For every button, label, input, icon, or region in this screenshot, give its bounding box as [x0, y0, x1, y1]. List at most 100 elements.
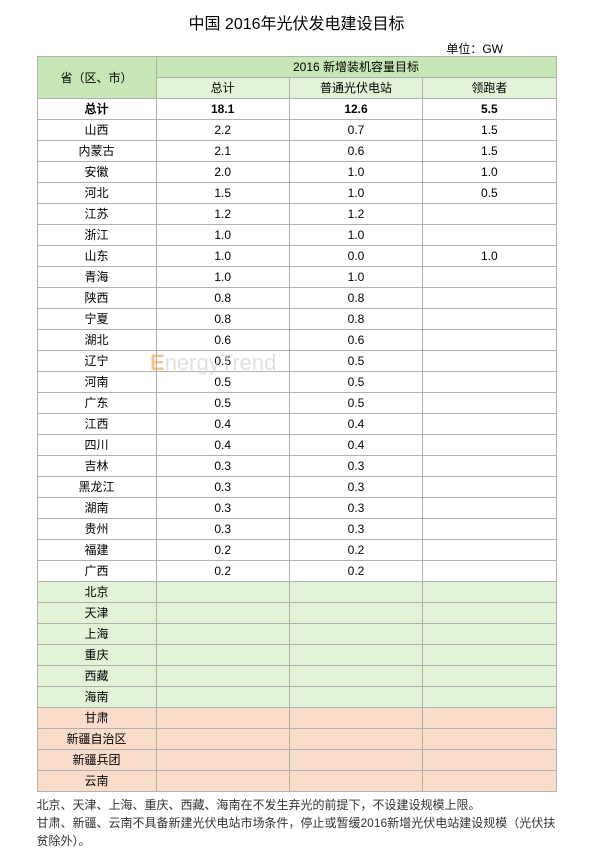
table-cell: 1.0 — [156, 246, 289, 267]
table-row: 云南 — [37, 771, 556, 792]
table-cell — [423, 204, 556, 225]
table-cell: 5.5 — [423, 99, 556, 120]
table-cell: 河北 — [37, 183, 156, 204]
footnotes: 北京、天津、上海、重庆、西藏、海南在不发生弃光的前提下，不设建设规模上限。 甘肃… — [37, 796, 557, 850]
table-cell — [156, 645, 289, 666]
table-cell: 山西 — [37, 120, 156, 141]
table-cell — [423, 477, 556, 498]
table-cell — [289, 750, 422, 771]
table-row: 山西2.20.71.5 — [37, 120, 556, 141]
table-row: 四川0.40.4 — [37, 435, 556, 456]
table-cell — [156, 624, 289, 645]
table-cell: 0.4 — [289, 414, 422, 435]
footnote-2: 甘肃、新疆、云南不具备新建光伏电站市场条件，停止或暂缓2016新增光伏电站建设规… — [37, 814, 557, 850]
table-cell — [423, 771, 556, 792]
table-cell: 1.0 — [289, 183, 422, 204]
table-cell: 江西 — [37, 414, 156, 435]
table-row: 天津 — [37, 603, 556, 624]
table-cell — [289, 708, 422, 729]
table-cell: 1.0 — [156, 225, 289, 246]
table-cell: 0.2 — [156, 561, 289, 582]
table-cell: 黑龙江 — [37, 477, 156, 498]
table-cell: 1.0 — [289, 267, 422, 288]
table-cell: 贵州 — [37, 519, 156, 540]
table-cell: 0.0 — [289, 246, 422, 267]
table-cell: 2.1 — [156, 141, 289, 162]
table-cell — [423, 288, 556, 309]
table-row: 黑龙江0.30.3 — [37, 477, 556, 498]
table-row: 河北1.51.00.5 — [37, 183, 556, 204]
table-cell — [423, 540, 556, 561]
table-cell — [423, 582, 556, 603]
table-cell: 0.2 — [289, 561, 422, 582]
table-cell: 0.4 — [156, 414, 289, 435]
table-cell: 0.3 — [289, 519, 422, 540]
table-cell: 0.3 — [289, 456, 422, 477]
table-cell: 四川 — [37, 435, 156, 456]
table-cell — [156, 687, 289, 708]
table-cell: 0.3 — [156, 477, 289, 498]
table-cell: 广东 — [37, 393, 156, 414]
table-cell — [423, 456, 556, 477]
table-cell — [156, 603, 289, 624]
table-cell — [423, 225, 556, 246]
table-cell: 0.5 — [289, 351, 422, 372]
table-cell — [156, 582, 289, 603]
table-cell: 0.5 — [289, 393, 422, 414]
table-cell: 0.5 — [156, 372, 289, 393]
col-total: 总计 — [156, 78, 289, 99]
table-cell — [423, 309, 556, 330]
table-row: 福建0.20.2 — [37, 540, 556, 561]
col-normal: 普通光伏电站 — [289, 78, 422, 99]
table-row: 贵州0.30.3 — [37, 519, 556, 540]
unit-label-row: 单位：GW — [20, 40, 573, 54]
table-cell: 北京 — [37, 582, 156, 603]
table-cell: 2.0 — [156, 162, 289, 183]
table-cell — [289, 645, 422, 666]
table-row: 河南0.50.5 — [37, 372, 556, 393]
table-cell: 新疆兵团 — [37, 750, 156, 771]
table-row: 浙江1.01.0 — [37, 225, 556, 246]
table-cell: 青海 — [37, 267, 156, 288]
table-cell: 山东 — [37, 246, 156, 267]
table-cell: 重庆 — [37, 645, 156, 666]
col-province: 省（区、市） — [37, 57, 156, 99]
table-cell: 云南 — [37, 771, 156, 792]
table-cell — [423, 603, 556, 624]
table-row: 重庆 — [37, 645, 556, 666]
table-cell — [423, 750, 556, 771]
table-cell: 0.3 — [156, 519, 289, 540]
table-cell: 0.8 — [156, 309, 289, 330]
table-row: 新疆兵团 — [37, 750, 556, 771]
table-cell — [423, 267, 556, 288]
table-row: 山东1.00.01.0 — [37, 246, 556, 267]
table-cell: 1.5 — [423, 141, 556, 162]
table-cell — [423, 393, 556, 414]
table-cell: 0.7 — [289, 120, 422, 141]
table-cell: 上海 — [37, 624, 156, 645]
table-row: 海南 — [37, 687, 556, 708]
table-cell — [423, 645, 556, 666]
table-cell — [423, 372, 556, 393]
table-row: 湖北0.60.6 — [37, 330, 556, 351]
table-cell: 陕西 — [37, 288, 156, 309]
table-cell — [156, 729, 289, 750]
table-cell — [423, 708, 556, 729]
table-cell: 0.5 — [423, 183, 556, 204]
table-cell: 0.4 — [289, 435, 422, 456]
table-cell: 1.0 — [156, 267, 289, 288]
table-cell — [423, 519, 556, 540]
table-cell: 0.2 — [156, 540, 289, 561]
table-cell — [289, 771, 422, 792]
table-cell: 天津 — [37, 603, 156, 624]
table-cell: 总计 — [37, 99, 156, 120]
table-cell: 0.2 — [289, 540, 422, 561]
data-table: 省（区、市） 2016 新增装机容量目标 总计 普通光伏电站 领跑者 总计18.… — [37, 56, 557, 792]
table-cell: 福建 — [37, 540, 156, 561]
table-cell: 1.0 — [289, 162, 422, 183]
table-cell: 1.2 — [156, 204, 289, 225]
table-row: 北京 — [37, 582, 556, 603]
table-row: 上海 — [37, 624, 556, 645]
page-title: 中国 2016年光伏发电建设目标 — [20, 10, 573, 34]
table-cell: 广西 — [37, 561, 156, 582]
